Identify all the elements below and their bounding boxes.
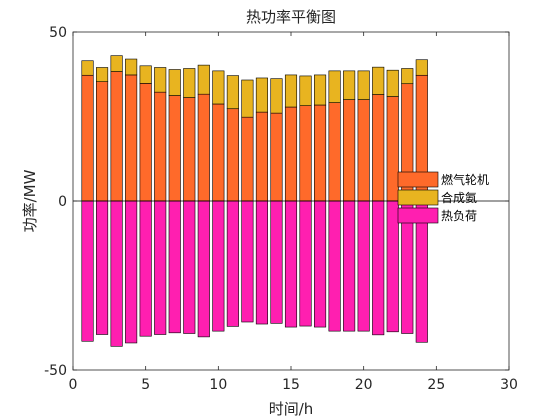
bar-series-2-hour-17 bbox=[314, 200, 327, 328]
x-tick-label: 30 bbox=[500, 377, 518, 393]
bar-series-0-hour-1 bbox=[81, 74, 94, 202]
legend-label-1: 合成氨 bbox=[441, 190, 477, 205]
y-tick-label: -50 bbox=[44, 363, 67, 379]
chart-title: 热功率平衡图 bbox=[246, 8, 336, 26]
bar-series-2-hour-11 bbox=[226, 200, 239, 327]
bar-series-0-hour-19 bbox=[343, 99, 356, 202]
bar-series-1-hour-8 bbox=[183, 68, 196, 98]
bar-series-1-hour-18 bbox=[328, 70, 341, 103]
bar-series-1-hour-6 bbox=[154, 67, 167, 93]
x-tick-label: 5 bbox=[141, 377, 150, 393]
bar-series-2-hour-4 bbox=[125, 200, 138, 344]
bar-series-0-hour-22 bbox=[386, 96, 399, 202]
bar-series-2-hour-9 bbox=[197, 200, 210, 338]
x-tick-label: 20 bbox=[355, 377, 373, 393]
x-tick-label: 10 bbox=[209, 377, 227, 393]
bar-series-1-hour-9 bbox=[197, 64, 210, 95]
bar-series-0-hour-7 bbox=[168, 95, 181, 202]
bar-series-1-hour-3 bbox=[110, 55, 123, 72]
bar-series-2-hour-16 bbox=[299, 200, 312, 327]
bar-series-1-hour-5 bbox=[139, 65, 152, 84]
bar-series-2-hour-15 bbox=[284, 200, 298, 328]
bar-series-2-hour-2 bbox=[96, 200, 109, 335]
bar-series-1-hour-14 bbox=[270, 78, 283, 114]
y-tick-label: 0 bbox=[58, 194, 67, 210]
bar-series-0-hour-5 bbox=[139, 83, 152, 202]
bar-series-1-hour-21 bbox=[372, 66, 385, 95]
bar-series-0-hour-20 bbox=[357, 99, 370, 202]
bar-series-1-hour-16 bbox=[299, 75, 312, 106]
bar-series-2-hour-7 bbox=[168, 200, 181, 334]
bar-series-0-hour-9 bbox=[197, 93, 210, 202]
bar-series-2-hour-12 bbox=[241, 200, 254, 323]
bar-series-0-hour-11 bbox=[226, 108, 239, 202]
bar-series-1-hour-24 bbox=[415, 59, 428, 76]
bar-series-1-hour-1 bbox=[81, 60, 94, 76]
x-tick-label: 0 bbox=[69, 377, 78, 393]
bar-series-0-hour-15 bbox=[284, 106, 298, 202]
bar-series-0-hour-6 bbox=[154, 91, 167, 202]
bar-series-1-hour-19 bbox=[343, 70, 356, 100]
legend-swatch-1 bbox=[397, 189, 439, 206]
bar-series-2-hour-5 bbox=[139, 200, 152, 337]
bar-series-2-hour-3 bbox=[110, 200, 123, 347]
bar-series-0-hour-8 bbox=[183, 97, 196, 202]
bar-series-1-hour-22 bbox=[386, 69, 399, 97]
x-tick-label: 15 bbox=[282, 377, 300, 393]
bar-series-1-hour-10 bbox=[212, 70, 225, 105]
bar-series-2-hour-13 bbox=[255, 200, 268, 325]
ticks-layer bbox=[72, 31, 510, 371]
bar-series-1-hour-15 bbox=[284, 74, 298, 108]
bar-series-2-hour-21 bbox=[372, 200, 385, 336]
bar-series-1-hour-13 bbox=[255, 77, 268, 113]
bar-series-0-hour-21 bbox=[372, 94, 385, 202]
bars-layer bbox=[81, 55, 428, 347]
bar-series-1-hour-4 bbox=[125, 58, 138, 76]
bar-series-2-hour-8 bbox=[183, 200, 196, 334]
bar-series-2-hour-18 bbox=[328, 200, 341, 332]
bar-series-1-hour-17 bbox=[314, 74, 327, 106]
bar-series-2-hour-14 bbox=[270, 200, 283, 324]
bar-series-0-hour-4 bbox=[125, 74, 138, 202]
y-axis-label: 功率/MW bbox=[21, 169, 39, 232]
bar-series-0-hour-10 bbox=[212, 103, 225, 202]
bar-series-0-hour-18 bbox=[328, 102, 341, 202]
bar-series-1-hour-23 bbox=[401, 68, 414, 85]
x-axis-label: 时间/h bbox=[269, 400, 314, 418]
legend-label-0: 燃气轮机 bbox=[441, 172, 489, 187]
bar-series-2-hour-6 bbox=[154, 200, 167, 335]
bar-series-2-hour-20 bbox=[357, 200, 370, 332]
bar-series-2-hour-10 bbox=[212, 200, 225, 332]
x-tick-label: 25 bbox=[427, 377, 445, 393]
bar-series-1-hour-20 bbox=[357, 70, 370, 100]
bar-series-2-hour-22 bbox=[386, 200, 399, 333]
y-tick-label: 50 bbox=[49, 25, 67, 41]
bar-series-0-hour-14 bbox=[270, 112, 283, 202]
bar-series-2-hour-1 bbox=[81, 200, 94, 342]
bar-series-1-hour-2 bbox=[96, 67, 109, 82]
bar-series-1-hour-7 bbox=[168, 69, 181, 96]
bar-series-0-hour-16 bbox=[299, 105, 312, 202]
legend-swatch-2 bbox=[397, 207, 439, 224]
legend-label-2: 热负荷 bbox=[441, 209, 477, 223]
bar-series-1-hour-12 bbox=[241, 79, 254, 118]
bar-series-0-hour-2 bbox=[96, 81, 109, 202]
bar-series-0-hour-3 bbox=[110, 71, 123, 202]
bar-series-0-hour-17 bbox=[314, 104, 327, 202]
legend-swatch-0 bbox=[397, 171, 439, 188]
bar-series-0-hour-12 bbox=[241, 116, 254, 202]
bar-series-1-hour-11 bbox=[226, 75, 239, 110]
bar-series-2-hour-19 bbox=[343, 200, 356, 332]
bar-series-0-hour-13 bbox=[255, 111, 268, 202]
